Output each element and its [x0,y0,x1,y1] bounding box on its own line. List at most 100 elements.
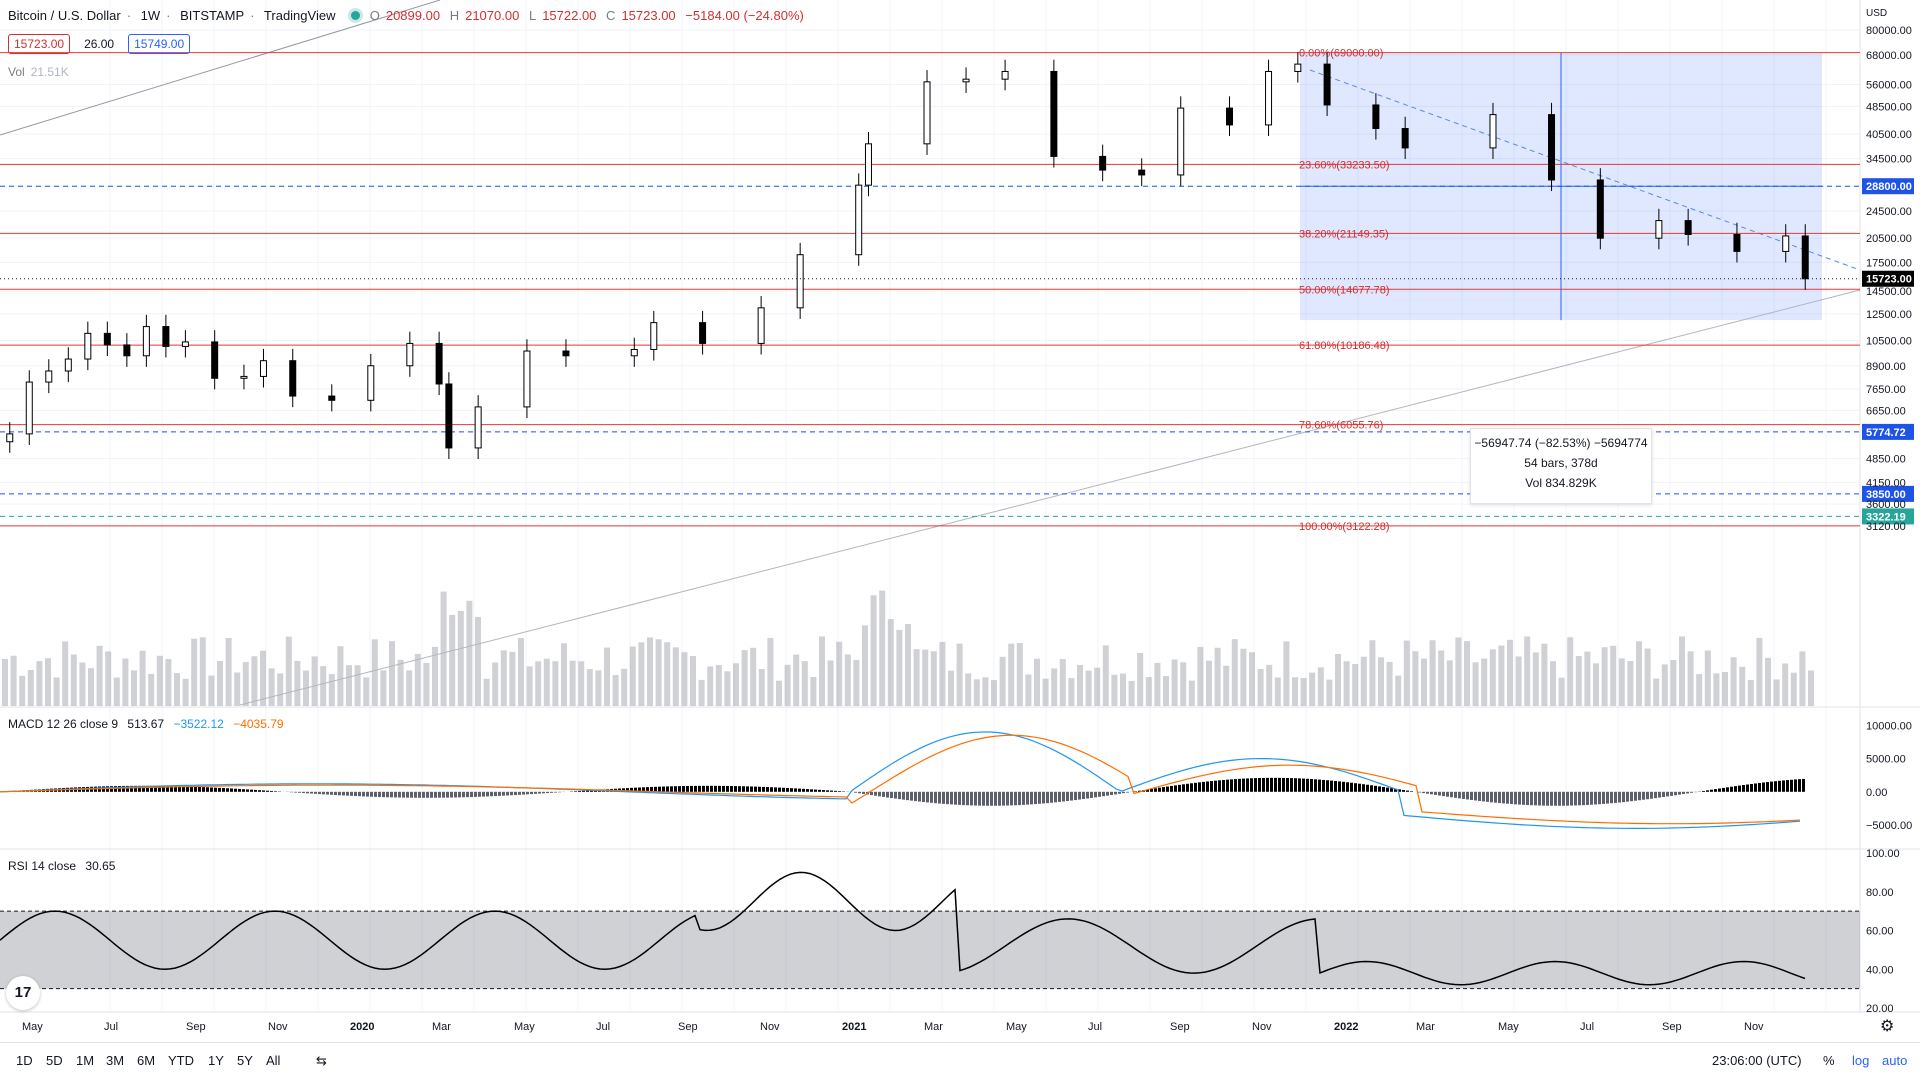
market-status-icon[interactable] [351,11,360,20]
log-scale-toggle[interactable]: log [1852,1053,1869,1068]
macd-histogram-bar [1622,792,1625,802]
axis-label: 5774.72 [1866,427,1906,439]
volume-bar [828,660,834,706]
macd-histogram-bar [354,792,357,796]
macd-histogram-bar [1286,778,1289,792]
volume-bar [1765,658,1771,706]
macd-histogram-bar [710,786,713,792]
macd-histogram-bar [1594,792,1597,805]
timeframe-5y-button[interactable]: 5Y [237,1053,253,1068]
volume-bar [673,647,679,706]
volume-bar [105,651,111,706]
macd-histogram-bar [1454,792,1457,798]
price-tick-label: 68000.00 [1866,50,1912,62]
volume-bar [1791,673,1797,706]
volume-bar [1068,678,1074,706]
macd-histogram-bar [1014,792,1017,805]
timeframe-ytd-button[interactable]: YTD [168,1053,194,1068]
tradingview-logo-icon[interactable]: 17 [6,976,40,1010]
timeframe-1y-button[interactable]: 1Y [208,1053,224,1068]
candle-body [143,327,149,356]
volume-bar [1318,667,1324,706]
low-value: 15722.00 [542,8,596,23]
timeframe-1m-button[interactable]: 1M [76,1053,94,1068]
macd-histogram-bar [342,792,345,796]
candle-body [1734,235,1740,252]
macd-histogram-bar [514,792,517,795]
macd-histogram-bar [1338,781,1341,791]
macd-histogram-bar [934,792,937,803]
clock-time[interactable]: 23:06:00 (UTC) [1712,1053,1802,1068]
candle-body [758,308,764,344]
macd-histogram-bar [1406,791,1409,792]
volume-bar [1584,652,1590,706]
time-tick-label: May [1006,1021,1027,1033]
macd-histogram-bar [194,787,197,792]
macd-histogram-bar [274,791,277,792]
macd-histogram-bar [1070,792,1073,801]
timeframe-1d-button[interactable]: 1D [16,1053,33,1068]
macd-histogram-bar [302,792,305,793]
volume-bar [1086,671,1092,706]
symbol-name[interactable]: Bitcoin / U.S. Dollar [8,8,121,23]
bid-ask-row: 15723.00 26.00 15749.00 [8,34,196,54]
buy-price-button[interactable]: 15749.00 [128,34,190,54]
candle-body [700,323,706,344]
date-range-icon[interactable]: ⇆ [316,1053,327,1069]
timeframe-all-button[interactable]: All [266,1053,280,1068]
macd-histogram-bar [206,787,209,792]
time-tick-label: 2020 [350,1021,374,1033]
volume-bar [114,678,120,706]
volume-bar [1541,644,1547,706]
macd-histogram-bar [418,792,421,798]
macd-histogram-bar [366,792,369,797]
macd-histogram-bar [1026,792,1029,805]
macd-histogram-bar [406,792,409,798]
macd-legend[interactable]: MACD 12 26 close 9 513.67 −3522.12 −4035… [8,717,290,731]
macd-histogram-bar [1222,780,1225,792]
timeframe-3m-button[interactable]: 3M [106,1053,124,1068]
macd-histogram-bar [1190,783,1193,792]
timeframe-6m-button[interactable]: 6M [137,1053,155,1068]
rsi-value: 30.65 [85,859,115,873]
macd-histogram-bar [1530,792,1533,805]
macd-histogram-bar [318,792,321,794]
macd-histogram-bar [458,792,461,798]
macd-tick-label: 5000.00 [1866,754,1906,766]
macd-histogram-bar [1702,791,1705,792]
rsi-legend[interactable]: RSI 14 close 30.65 [8,859,121,873]
sell-price-button[interactable]: 15723.00 [8,34,70,54]
macd-histogram-bar [750,786,753,791]
macd-histogram-bar [746,786,749,791]
time-tick-label: Mar [924,1021,943,1033]
volume-bar [1215,648,1221,706]
macd-histogram-bar [1478,792,1481,801]
volume-bar [337,646,343,706]
macd-histogram-bar [926,792,929,803]
macd-histogram-bar [1358,784,1361,792]
volume-bar [54,677,60,706]
gear-icon[interactable]: ⚙ [1880,1016,1894,1036]
price-tick-label: 24500.00 [1866,206,1912,218]
price-tick-label: 3120.00 [1866,521,1906,533]
macd-histogram-bar [242,789,245,792]
volume-bar [1232,639,1238,706]
volume-bar [1473,662,1479,706]
volume-bar [475,617,481,706]
interval-label[interactable]: 1W [141,8,161,23]
volume-bar [896,630,902,706]
percent-scale-toggle[interactable]: % [1823,1053,1835,1068]
volume-bar [217,661,223,706]
macd-histogram-bar [1554,792,1557,806]
candle-body [1227,108,1233,125]
volume-bar [1550,661,1556,706]
macd-histogram-bar [1678,792,1681,795]
candle-body [1178,108,1184,175]
macd-histogram-bar [858,792,861,794]
time-tick-label: 2021 [842,1021,866,1033]
timeframe-5d-button[interactable]: 5D [46,1053,63,1068]
candle-body [329,396,335,400]
auto-scale-toggle[interactable]: auto [1882,1053,1907,1068]
